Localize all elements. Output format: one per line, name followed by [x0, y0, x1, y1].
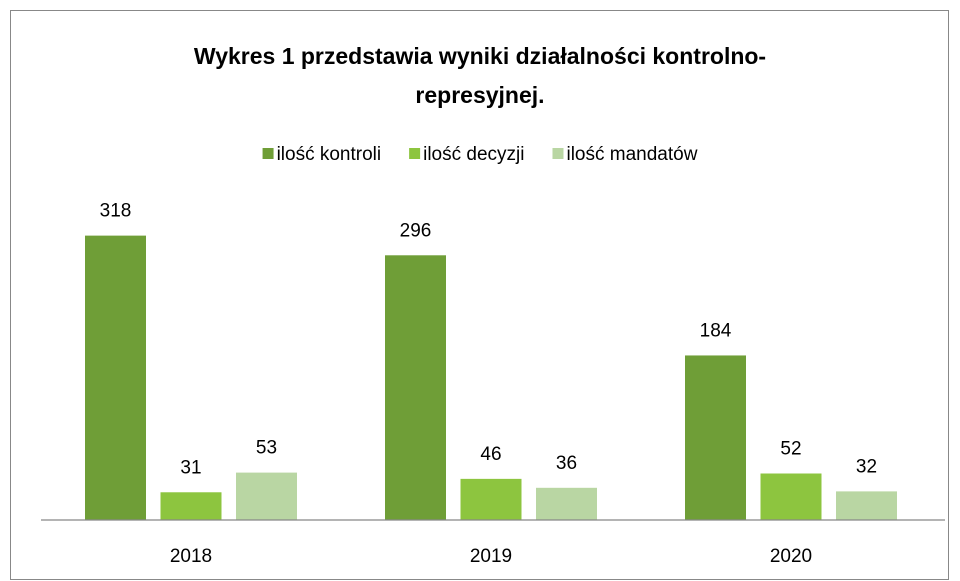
legend-swatch	[409, 148, 421, 159]
x-tick-label: 2019	[470, 546, 512, 567]
bar	[236, 472, 297, 520]
bar	[460, 478, 522, 520]
bar	[385, 255, 446, 520]
legend-label: ilość decyzji	[423, 144, 524, 165]
bar	[836, 491, 897, 520]
legend-label: ilość kontroli	[277, 144, 382, 165]
bar	[760, 473, 822, 520]
data-label: 32	[856, 456, 877, 477]
data-label: 46	[480, 444, 501, 465]
x-tick-label: 2020	[770, 546, 812, 567]
bar	[685, 355, 746, 520]
chart-title: Wykres 1 przedstawia wyniki działalności…	[194, 43, 766, 69]
bar	[160, 492, 222, 520]
chart-title: represyjnej.	[415, 82, 544, 108]
legend-swatch	[552, 148, 564, 159]
data-label: 31	[180, 457, 201, 478]
data-label: 53	[256, 438, 277, 459]
data-label: 296	[400, 220, 432, 241]
x-tick-label: 2018	[170, 546, 212, 567]
data-label: 36	[556, 453, 577, 474]
bar	[85, 235, 146, 521]
legend-label: ilość mandatów	[566, 144, 697, 165]
bar	[536, 487, 597, 520]
data-label: 184	[700, 320, 732, 341]
legend-swatch	[262, 148, 274, 159]
data-label: 52	[780, 439, 801, 460]
data-label: 318	[100, 201, 132, 222]
